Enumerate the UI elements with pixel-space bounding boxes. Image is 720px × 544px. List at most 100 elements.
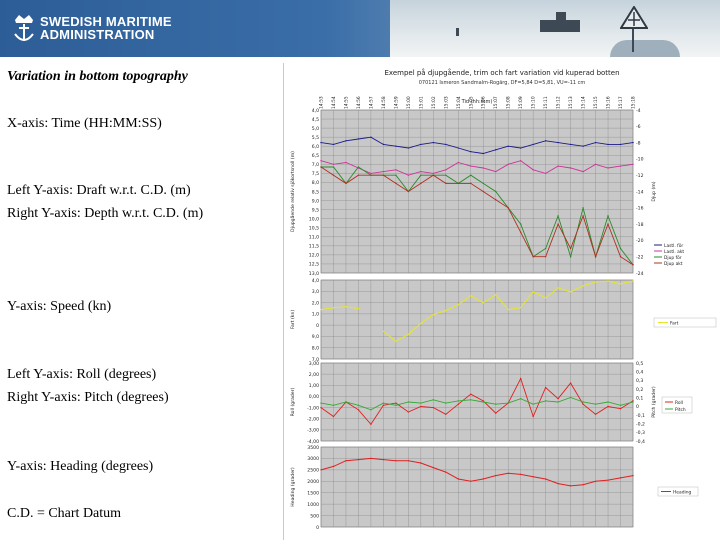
pitch-line-point-16 [519,397,522,400]
series-2-line-point-6 [395,174,397,176]
x-tick-20: 15:13 [568,96,574,109]
series-1-line [320,160,634,176]
roll-line-point-17 [532,415,534,418]
heading-line-point-22 [594,480,597,482]
roll-line-point-18 [544,386,547,389]
crown-anchor-icon [14,15,34,41]
speed-line-point-0 [320,308,322,311]
series-3-line-point-12 [470,182,472,185]
speed-line-point-24 [619,283,622,285]
speed-line-point-11 [457,303,459,306]
y2-tick-0-3: -10 [636,157,644,163]
heading-line-point-11 [457,478,459,480]
pitch-line-point-19 [557,401,559,403]
note-speed-axis: Y-axis: Speed (kn) [7,299,112,314]
speed-line-point-19 [557,287,559,289]
y-tick-1-7: 7,0 [312,357,319,363]
pitch-line-point-22 [594,403,597,405]
series-2-line-point-10 [445,174,447,176]
speed-line-point-8 [420,322,422,325]
y2-tick-0-9: -22 [636,255,644,261]
series-2-line-point-14 [495,190,497,193]
speed-line-point-7 [407,333,410,336]
speed-line-point-17 [532,291,534,293]
y-axis-label-3: Heading (grader) [290,467,296,507]
chart-title: Exempel på djupgående, trim och fart var… [384,68,619,77]
y-tick-2-4: -1,00 [307,405,319,411]
series-1-line-point-14 [495,170,497,173]
series-1-line-point-1 [332,163,335,166]
pitch-line-point-11 [457,400,459,402]
speed-line-point-25 [632,280,634,282]
series-3-line-point-11 [457,182,459,185]
heading-line-point-23 [607,479,609,481]
series-0-line-point-23 [607,143,609,146]
speed-line-point-21 [582,285,584,287]
y-tick-0-13: 10,5 [309,226,319,232]
series-0-line-point-15 [507,145,509,147]
series-3-line-point-8 [420,182,422,185]
series-2-line-point-8 [420,174,422,176]
roll-line-point-1 [332,415,335,418]
pitch-line-point-23 [607,401,609,403]
legend-0-label-2: Djup för [664,255,682,261]
pitch-line-point-0 [320,402,322,404]
y2-tick-0-8: -20 [636,238,644,244]
y-tick-2-7: -4,00 [307,439,319,445]
series-2-line-point-16 [519,223,522,225]
roll-line-point-9 [432,406,435,409]
series-3-line-point-2 [345,182,347,185]
roll-line-point-19 [557,397,559,400]
series-0-line-point-2 [345,140,347,142]
photo-ship [540,20,580,32]
y-tick-1-0: 4,0 [312,278,319,284]
series-1-line-point-8 [420,170,422,173]
note-chart-datum: C.D. = Chart Datum [7,506,122,521]
pitch-line-point-15 [507,402,509,404]
beacon-sign-icon [620,6,648,29]
series-2-line-point-12 [470,174,472,176]
heading-line-point-20 [569,485,572,487]
y-tick-1-4: 0 [316,323,319,329]
x-tick-10: 15:03 [443,96,449,109]
pitch-line-point-10 [445,402,447,404]
x-tick-9: 15:02 [431,96,437,109]
series-2-line-point-21 [582,207,584,209]
y2-tick-2-5: 0 [636,404,639,410]
roll-line-point-16 [519,377,522,380]
series-1-line-point-12 [470,165,472,167]
series-2-line-point-3 [357,166,360,168]
y-tick-2-1: 2,00 [309,372,319,378]
y2-tick-2-1: 0,4 [636,369,643,375]
series-1-line-point-18 [544,172,547,175]
series-3-line-point-6 [395,182,397,185]
series-0-line-point-9 [432,141,435,144]
note-heading-axis: Y-axis: Heading (degrees) [7,459,154,474]
x-tick-11: 15:04 [456,96,462,109]
y-tick-0-14: 11,0 [309,235,319,241]
y-tick-0-5: 6,5 [312,153,319,159]
series-1-line-point-17 [532,169,534,171]
x-tick-14: 15:07 [493,96,499,109]
roll-line-point-14 [495,412,497,414]
header-banner: SWEDISH MARITIME ADMINISTRATION [0,0,720,57]
series-1-line-point-20 [569,167,572,169]
speed-line-point-15 [507,308,509,311]
heading-line-point-4 [370,457,372,460]
y-tick-3-4: 1500 [307,491,319,497]
y-tick-2-3: 0,00 [309,394,319,400]
y-tick-1-1: 3,0 [312,289,319,295]
series-1-line-point-11 [457,161,459,164]
series-3-line [320,166,634,266]
series-1-line-point-22 [594,163,597,166]
y-tick-0-15: 11,5 [309,244,319,250]
pitch-line-point-21 [582,401,584,403]
pitch-line-point-14 [495,403,497,405]
series-1-line-point-25 [632,163,634,166]
speed-line-point-5 [382,330,385,333]
series-2-line-point-13 [482,182,484,185]
series-0-line-point-25 [632,141,634,144]
pitch-line-point-17 [532,403,534,405]
y2-tick-2-4: 0,1 [636,395,643,401]
y-tick-3-3: 2000 [307,479,319,485]
